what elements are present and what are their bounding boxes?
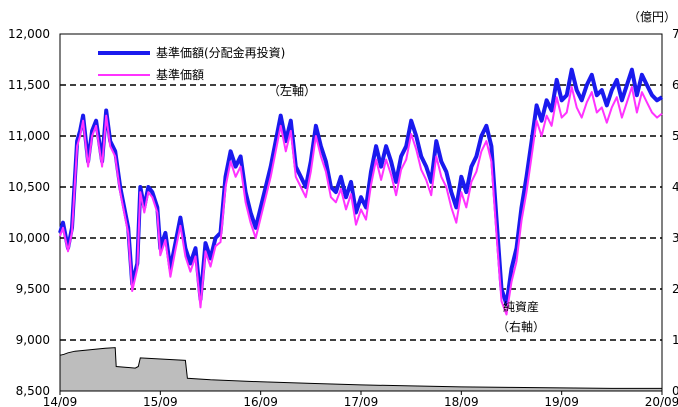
x-tick-label: 17/09 (344, 395, 379, 407)
net-assets-annotation: 純資産 (503, 299, 539, 314)
x-tick-label: 16/09 (243, 395, 278, 407)
net-assets-area (59, 347, 663, 392)
x-tick-label: 18/09 (444, 395, 479, 407)
left-tick-label: 11,000 (8, 129, 50, 143)
x-tick-label: 19/09 (544, 395, 579, 407)
right-tick-label: 4 (672, 180, 678, 194)
left-tick-label: 8,500 (16, 384, 50, 398)
right-tick-label: 0 (672, 384, 678, 398)
lines-layer (58, 67, 664, 316)
right-axis-unit: （億円） (628, 10, 676, 24)
right-tick-label: 3 (672, 231, 678, 245)
legend-label-reinvested: 基準価額(分配金再投資) (156, 45, 285, 60)
left-tick-label: 9,000 (16, 333, 50, 347)
left-tick-label: 11,500 (8, 78, 50, 92)
right-tick-label: 1 (672, 333, 678, 347)
right-axis: 7 6 5 4 3 2 1 0 (672, 27, 678, 398)
x-tick-label: 14/09 (43, 395, 78, 407)
area-layer (59, 347, 663, 392)
left-tick-label: 9,500 (16, 282, 50, 296)
grid (60, 84, 662, 341)
right-tick-label: 5 (672, 129, 678, 143)
legend: 基準価額(分配金再投資) 基準価額 (98, 45, 285, 82)
x-tick-label: 15/09 (143, 395, 178, 407)
legend-label-nav: 基準価額 (156, 67, 204, 82)
right-tick-label: 2 (672, 282, 678, 296)
left-tick-label: 12,000 (8, 27, 50, 41)
left-axis-annotation: （左軸） (268, 83, 316, 98)
x-tick-label: 20/09 (645, 395, 678, 407)
right-axis-annotation: （右軸） (497, 319, 545, 334)
left-tick-label: 10,500 (8, 180, 50, 194)
left-tick-label: 10,000 (8, 231, 50, 245)
right-tick-label: 6 (672, 78, 678, 92)
right-tick-label: 7 (672, 27, 678, 41)
series-line-nav (59, 86, 663, 316)
x-axis: 14/09 15/09 16/09 17/09 18/09 19/09 20/09 (43, 391, 678, 407)
left-axis: 12,000 11,500 11,000 10,500 10,000 9,500 9,000… (8, 27, 50, 398)
